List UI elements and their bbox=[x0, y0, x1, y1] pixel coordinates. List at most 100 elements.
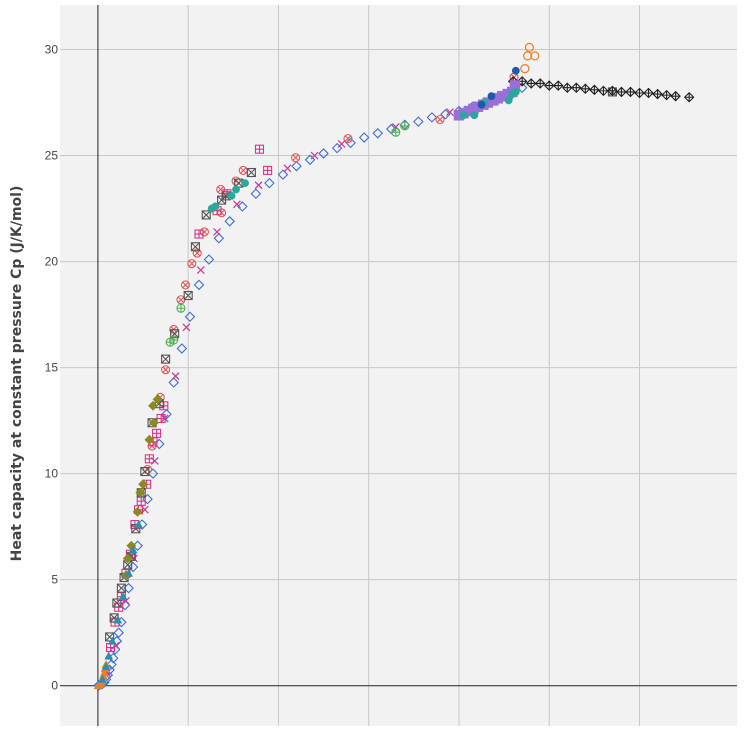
data-point bbox=[487, 92, 496, 101]
data-point bbox=[232, 185, 240, 194]
data-point bbox=[331, 142, 343, 154]
data-point bbox=[196, 266, 205, 275]
data-point bbox=[607, 85, 618, 97]
y-tick-labels: 0 5 10 15 20 25 30 bbox=[45, 43, 59, 693]
data-point bbox=[193, 279, 205, 291]
data-point bbox=[246, 167, 256, 178]
data-point bbox=[106, 659, 117, 670]
data-point bbox=[224, 216, 235, 227]
data-point bbox=[477, 100, 486, 109]
data-point bbox=[213, 227, 222, 236]
data-point bbox=[670, 90, 681, 102]
data-point bbox=[168, 377, 180, 388]
y-tick-label: 25 bbox=[45, 149, 59, 163]
data-point bbox=[128, 545, 138, 554]
data-point bbox=[135, 487, 146, 498]
data-point bbox=[263, 165, 273, 175]
data-point bbox=[318, 148, 329, 159]
data-point bbox=[520, 64, 530, 74]
data-point bbox=[113, 627, 124, 638]
axes bbox=[60, 5, 737, 726]
data-point bbox=[116, 583, 126, 593]
data-point bbox=[161, 354, 171, 364]
data-point bbox=[180, 280, 191, 290]
data-point bbox=[283, 164, 292, 173]
data-point bbox=[250, 188, 262, 200]
data-point bbox=[598, 85, 609, 97]
data-point bbox=[524, 42, 534, 53]
data-point bbox=[104, 651, 114, 660]
data-point bbox=[459, 111, 468, 120]
data-point bbox=[254, 144, 265, 154]
data-point bbox=[310, 151, 319, 160]
data-point bbox=[182, 323, 191, 332]
data-point bbox=[101, 662, 111, 671]
data-point bbox=[152, 394, 163, 405]
data-point bbox=[161, 365, 171, 375]
data-point bbox=[203, 254, 215, 265]
data-point bbox=[372, 128, 384, 139]
data-point bbox=[107, 636, 117, 645]
data-point bbox=[241, 179, 249, 188]
data-point bbox=[176, 343, 188, 354]
data-point bbox=[232, 200, 241, 209]
data-point bbox=[132, 506, 143, 517]
data-point bbox=[237, 201, 248, 212]
data-point bbox=[343, 134, 353, 144]
data-point bbox=[184, 311, 196, 323]
y-tick-label: 20 bbox=[45, 255, 59, 269]
data-point bbox=[426, 112, 438, 123]
data-point bbox=[171, 372, 180, 381]
data-points bbox=[93, 42, 695, 691]
data-point bbox=[140, 466, 150, 477]
data-point bbox=[154, 438, 165, 450]
data-point bbox=[337, 139, 346, 148]
data-point bbox=[144, 434, 155, 445]
data-point bbox=[156, 413, 166, 424]
data-point bbox=[144, 454, 154, 464]
y-tick-label: 30 bbox=[45, 43, 59, 57]
data-point bbox=[525, 78, 537, 89]
data-point bbox=[187, 259, 197, 269]
data-point bbox=[127, 561, 139, 573]
y-tick-label: 10 bbox=[45, 467, 59, 481]
data-point bbox=[522, 51, 533, 61]
data-point bbox=[176, 303, 186, 313]
data-point bbox=[304, 154, 316, 166]
data-point bbox=[562, 82, 573, 93]
data-point bbox=[183, 290, 193, 301]
data-point bbox=[118, 592, 128, 601]
data-point bbox=[391, 127, 401, 137]
data-point bbox=[661, 89, 672, 101]
data-point bbox=[190, 242, 200, 252]
grid bbox=[60, 5, 737, 726]
data-point bbox=[616, 86, 627, 98]
data-point bbox=[148, 417, 159, 428]
data-point bbox=[504, 96, 513, 105]
data-point bbox=[543, 80, 555, 91]
data-point bbox=[134, 520, 143, 528]
data-point bbox=[634, 87, 645, 99]
data-point bbox=[113, 615, 123, 624]
data-point bbox=[122, 553, 133, 564]
data-point bbox=[264, 177, 275, 189]
data-point bbox=[201, 210, 211, 220]
data-point bbox=[413, 116, 424, 127]
data-point bbox=[652, 88, 663, 100]
data-point bbox=[98, 674, 107, 683]
data-point bbox=[643, 87, 654, 99]
data-point bbox=[400, 121, 410, 131]
data-point bbox=[291, 153, 301, 163]
data-point bbox=[277, 169, 289, 180]
data-point bbox=[138, 479, 148, 490]
data-point bbox=[358, 132, 370, 143]
data-point bbox=[124, 568, 134, 577]
data-point bbox=[161, 408, 172, 420]
data-point bbox=[580, 83, 591, 95]
data-point bbox=[511, 66, 520, 75]
data-point bbox=[112, 598, 122, 608]
y-tick-label: 0 bbox=[51, 679, 58, 693]
data-point bbox=[445, 108, 454, 117]
data-point bbox=[435, 114, 445, 125]
